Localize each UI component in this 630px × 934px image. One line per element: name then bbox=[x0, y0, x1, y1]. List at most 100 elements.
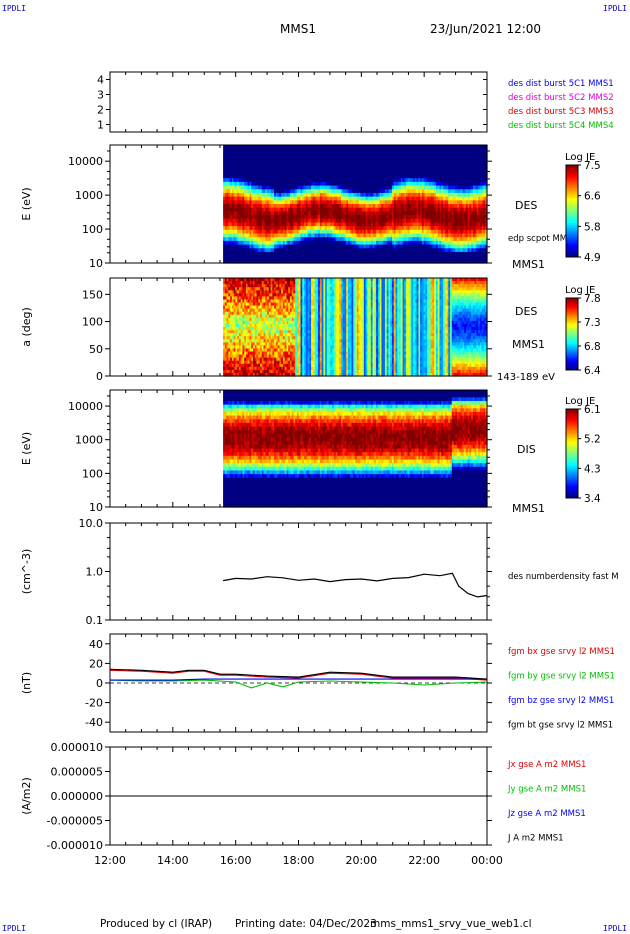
heatmap-cell bbox=[448, 148, 451, 153]
y-tick-label: 1 bbox=[97, 119, 104, 132]
heatmap-cell bbox=[231, 204, 235, 209]
heatmap-cell bbox=[235, 163, 238, 168]
heatmap-cell bbox=[340, 207, 344, 212]
heatmap-cell bbox=[302, 211, 305, 216]
heatmap-cell bbox=[337, 215, 340, 220]
heatmap-cell bbox=[296, 244, 300, 249]
heatmap-cell bbox=[312, 185, 316, 190]
heatmap-cell bbox=[381, 192, 384, 198]
heatmap-cell bbox=[353, 152, 356, 157]
heatmap-cell bbox=[316, 237, 319, 242]
heatmap-cell bbox=[420, 200, 423, 205]
heatmap-cell bbox=[478, 185, 481, 190]
heatmap-cell bbox=[444, 145, 448, 150]
heatmap-cell bbox=[291, 244, 295, 249]
heatmap-cell bbox=[414, 204, 418, 209]
heatmap-cell bbox=[450, 204, 453, 209]
heatmap-cell bbox=[414, 167, 418, 172]
heatmap-cell bbox=[409, 248, 412, 253]
heatmap-cell bbox=[228, 237, 231, 242]
heatmap-cell bbox=[479, 170, 483, 176]
heatmap-cell bbox=[247, 181, 251, 187]
heatmap-cell bbox=[443, 237, 446, 242]
heatmap-cell bbox=[420, 259, 423, 264]
heatmap-cell bbox=[372, 229, 375, 235]
heatmap-cell bbox=[388, 174, 391, 179]
heatmap-cell bbox=[465, 170, 469, 176]
heatmap-cell bbox=[249, 185, 252, 190]
heatmap-cell bbox=[465, 211, 469, 216]
heatmap-cell bbox=[275, 170, 279, 176]
heatmap-cell bbox=[312, 200, 316, 205]
heatmap-cell bbox=[242, 204, 245, 209]
heatmap-cell bbox=[481, 156, 485, 161]
heatmap-cell bbox=[376, 167, 379, 172]
heatmap-cell bbox=[245, 207, 249, 212]
heatmap-cell bbox=[413, 178, 416, 183]
heatmap-cell bbox=[289, 240, 293, 246]
heatmap-cell bbox=[381, 222, 384, 227]
heatmap-cell bbox=[330, 244, 333, 249]
heatmap-cell bbox=[471, 145, 474, 150]
heatmap-cell bbox=[356, 170, 360, 176]
heatmap-cell bbox=[282, 181, 286, 187]
heatmap-cell bbox=[238, 152, 242, 157]
heatmap-cell bbox=[414, 159, 418, 165]
colorbar-cell bbox=[566, 175, 578, 178]
heatmap-cell bbox=[483, 200, 486, 205]
heatmap-cell bbox=[319, 226, 323, 231]
heatmap-cell bbox=[402, 181, 405, 187]
heatmap-cell bbox=[332, 156, 335, 161]
heatmap-cell bbox=[311, 167, 314, 172]
heatmap-cell bbox=[268, 159, 272, 165]
heatmap-cell bbox=[348, 178, 351, 183]
heatmap-cell bbox=[272, 248, 275, 253]
heatmap-cell bbox=[423, 170, 427, 176]
heatmap-cell bbox=[325, 237, 328, 242]
heatmap-cell bbox=[407, 159, 411, 165]
heatmap-cell bbox=[342, 207, 346, 212]
heatmap-cell bbox=[238, 240, 242, 246]
heatmap-cell bbox=[395, 222, 398, 227]
heatmap-cell bbox=[434, 152, 437, 157]
heatmap-cell bbox=[448, 233, 451, 238]
heatmap-cell bbox=[462, 185, 465, 190]
heatmap-cell bbox=[228, 215, 231, 220]
heatmap-cell bbox=[425, 226, 428, 231]
heatmap-cell bbox=[312, 229, 316, 235]
heatmap-cell bbox=[340, 174, 344, 179]
heatmap-cell bbox=[284, 167, 288, 172]
heatmap-cell bbox=[392, 237, 395, 242]
heatmap-cell bbox=[260, 200, 263, 205]
heatmap-cell bbox=[238, 185, 242, 190]
heatmap-cell bbox=[342, 259, 346, 264]
heatmap-cell bbox=[288, 145, 291, 150]
heatmap-cell bbox=[455, 185, 458, 190]
heatmap-cell bbox=[379, 215, 383, 220]
heatmap-cell bbox=[265, 211, 268, 216]
heatmap-cell bbox=[249, 200, 252, 205]
heatmap-cell bbox=[302, 233, 305, 238]
heatmap-cell bbox=[355, 189, 358, 194]
heatmap-cell bbox=[428, 226, 432, 231]
heatmap-cell bbox=[328, 189, 332, 194]
heatmap-cell bbox=[423, 248, 427, 253]
heatmap-cell bbox=[430, 226, 434, 231]
heatmap-cell bbox=[284, 204, 288, 209]
heatmap-cell bbox=[416, 218, 419, 224]
heatmap-cell bbox=[453, 207, 456, 212]
heatmap-cell bbox=[309, 251, 312, 257]
heatmap-cell bbox=[333, 156, 337, 161]
heatmap-cell bbox=[360, 156, 363, 161]
heatmap-cell bbox=[339, 170, 342, 176]
heatmap-cell bbox=[421, 204, 425, 209]
heatmap-cell bbox=[377, 204, 381, 209]
heatmap-cell bbox=[425, 152, 428, 157]
heatmap-cell bbox=[265, 207, 268, 212]
heatmap-cell bbox=[469, 255, 472, 260]
heatmap-cell bbox=[418, 207, 421, 212]
heatmap-cell bbox=[365, 248, 368, 253]
heatmap-cell bbox=[335, 251, 339, 257]
heatmap-cell bbox=[335, 189, 339, 194]
heatmap-cell bbox=[351, 159, 354, 165]
